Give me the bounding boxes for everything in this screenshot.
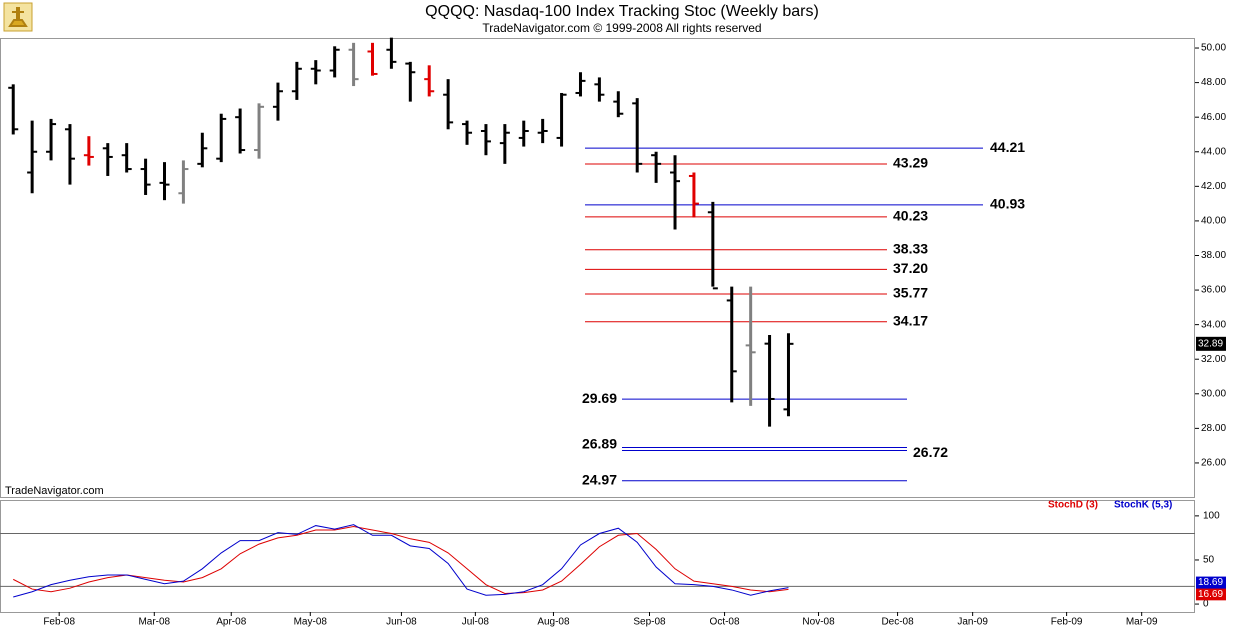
x-tick-label: Feb-08 (43, 617, 75, 628)
x-tick-label: Sep-08 (633, 617, 666, 628)
y-tick-label: 32.00 (1201, 354, 1226, 365)
legend-entry: StochD (3) (1048, 500, 1098, 511)
level-label: 29.69 (582, 390, 617, 406)
last-value-box (1196, 588, 1226, 601)
x-tick-label: Mar-09 (1126, 617, 1158, 628)
x-tick-label: Aug-08 (537, 617, 570, 628)
x-tick-label: Jun-08 (386, 617, 417, 628)
y-tick-label: 50 (1203, 555, 1215, 566)
last-value-label: 16.69 (1198, 589, 1223, 600)
level-label: 26.72 (913, 444, 948, 460)
y-tick-label: 44.00 (1201, 146, 1226, 157)
y-tick-label: 28.00 (1201, 423, 1226, 434)
y-tick-label: 26.00 (1201, 458, 1226, 469)
chart-subtitle: TradeNavigator.com © 1999-2008 All right… (482, 21, 761, 35)
x-tick-label: Apr-08 (216, 617, 246, 628)
y-tick-label: 38.00 (1201, 250, 1226, 261)
last-value-label: 18.69 (1198, 577, 1223, 588)
y-tick-label: 50.00 (1201, 43, 1226, 54)
x-tick-label: Mar-08 (138, 617, 170, 628)
logo (3, 2, 33, 32)
level-label: 35.77 (893, 285, 928, 301)
price-panel-frame (0, 38, 1195, 498)
x-tick-label: Nov-08 (802, 617, 835, 628)
chart-title: QQQQ: Nasdaq-100 Index Tracking Stoc (We… (425, 3, 819, 20)
y-tick-label: 34.00 (1201, 319, 1226, 330)
level-label: 43.29 (893, 155, 928, 171)
level-label: 38.33 (893, 240, 928, 256)
stoch-panel-frame (0, 500, 1195, 613)
x-tick-label: May-08 (294, 617, 328, 628)
y-tick-label: 48.00 (1201, 77, 1226, 88)
stoch-line (13, 524, 789, 598)
level-label: 37.20 (893, 260, 928, 276)
level-label: 44.21 (990, 139, 1025, 155)
level-label: 40.23 (893, 208, 928, 224)
x-tick-label: Oct-08 (710, 617, 740, 628)
y-tick-label: 40.00 (1201, 216, 1226, 227)
legend-entry: StochK (5,3) (1114, 500, 1172, 511)
level-label: 40.93 (990, 196, 1025, 212)
last-price-label: 32.89 (1198, 338, 1223, 349)
stoch-line (13, 525, 789, 594)
y-tick-label: 0 (1203, 599, 1209, 610)
x-tick-label: Jan-09 (957, 617, 988, 628)
last-price-box (1196, 336, 1226, 351)
y-tick-label: 30.00 (1201, 388, 1226, 399)
level-label: 34.17 (893, 312, 928, 328)
x-tick-label: Feb-09 (1051, 617, 1083, 628)
y-tick-label: 42.00 (1201, 181, 1226, 192)
last-value-box (1196, 576, 1226, 589)
level-label: 26.89 (582, 435, 617, 451)
y-tick-label: 46.00 (1201, 112, 1226, 123)
level-label: 24.97 (582, 471, 617, 487)
x-tick-label: Dec-08 (881, 617, 914, 628)
watermark: TradeNavigator.com (5, 485, 104, 497)
y-tick-label: 100 (1203, 511, 1220, 522)
x-tick-label: Jul-08 (462, 617, 490, 628)
y-tick-label: 36.00 (1201, 285, 1226, 296)
